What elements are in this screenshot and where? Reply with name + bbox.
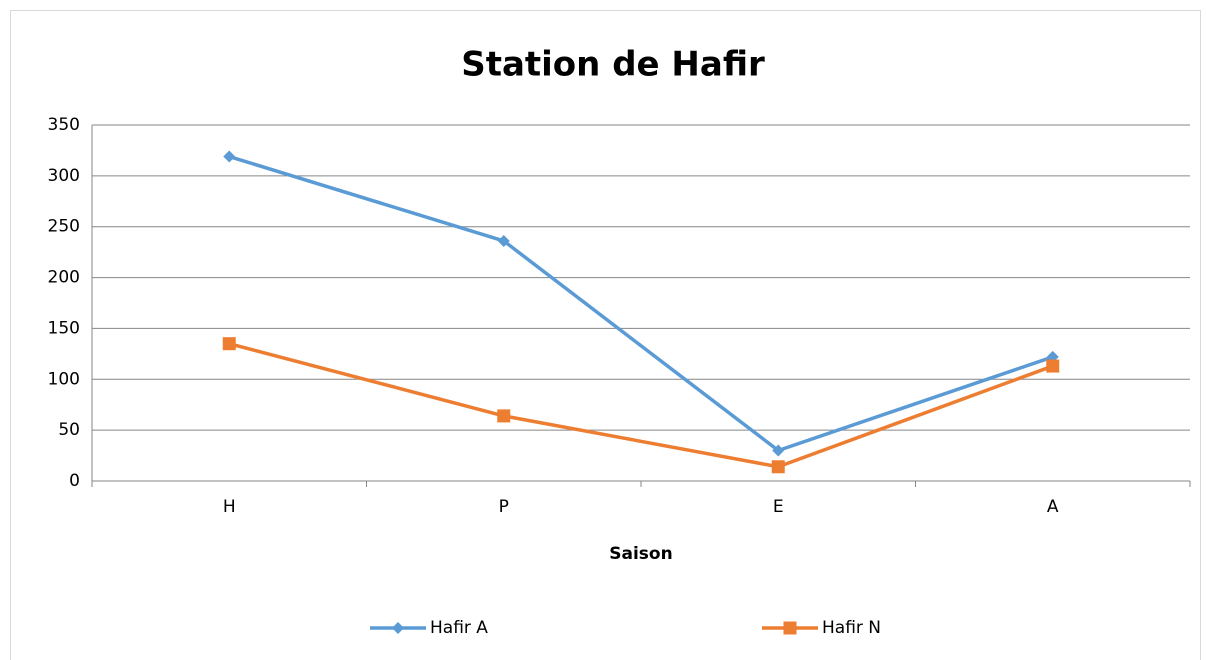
series-line [228,341,1054,469]
x-tick-label: E [773,497,784,517]
legend-marker [392,622,404,634]
point [772,444,785,457]
legend-label: Hafir N [822,618,881,638]
x-axis-title: Saison [609,544,672,564]
point [222,337,236,351]
point [497,409,511,423]
y-tick-label: 350 [48,115,80,135]
series-line [228,154,1054,453]
chart-title: Station de Hafir [461,45,765,85]
legend-marker [783,621,797,635]
point [497,234,510,247]
chart-frame [10,10,1201,660]
point [771,460,785,474]
legend-label: Hafir A [430,618,488,638]
point [1046,359,1060,373]
x-tick-label: P [499,497,509,517]
x-tick-label: A [1047,497,1059,517]
y-tick-label: 200 [48,268,80,288]
y-tick-label: 50 [58,420,80,440]
point [223,150,236,163]
y-tick-label: 0 [69,471,80,491]
y-tick-label: 250 [48,217,80,237]
y-tick-label: 300 [48,166,80,186]
y-tick-label: 100 [48,369,80,389]
y-tick-label: 150 [48,318,80,338]
x-tick-label: H [223,497,236,517]
